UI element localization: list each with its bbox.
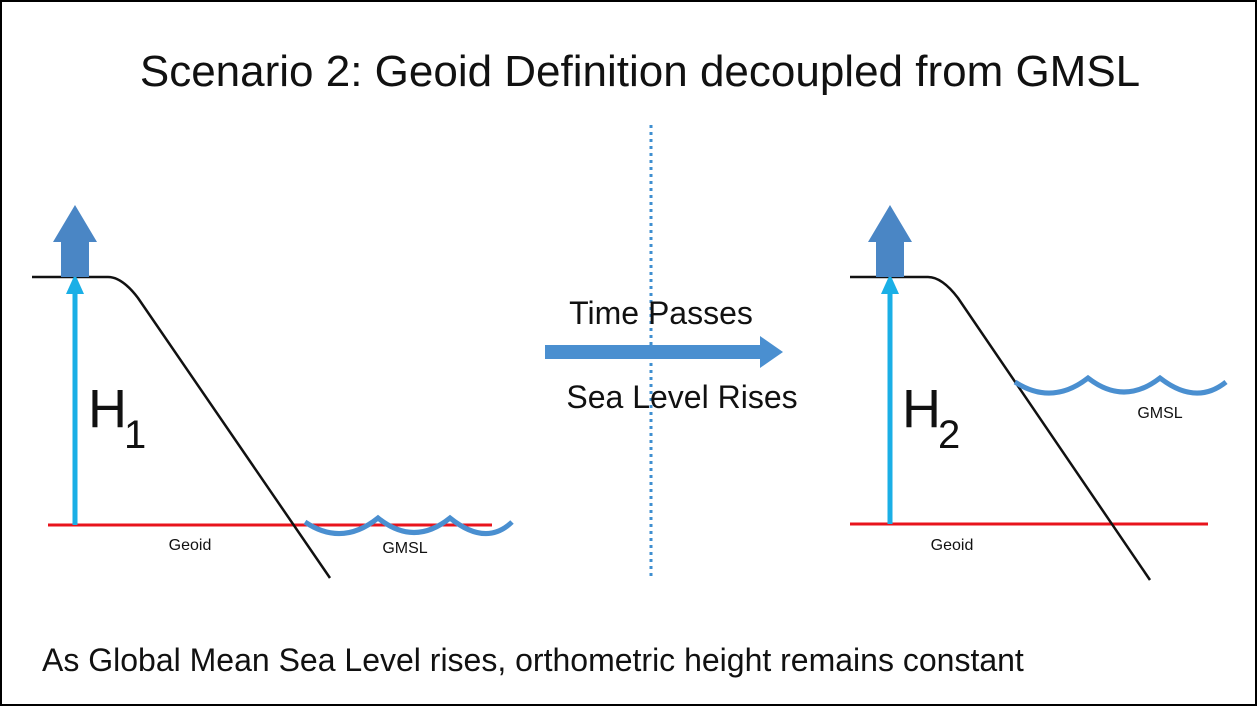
gmsl-label: GMSL [382,540,427,557]
title: Scenario 2: Geoid Definition decoupled f… [140,47,1140,96]
geoid-label: Geoid [931,537,974,554]
right-panel: H 2 Geoid GMSL [850,205,1228,581]
land-profile [850,275,1152,581]
house-icon [53,205,97,277]
time-text: Time Passes [569,295,753,331]
left-panel: H 1 Geoid GMSL [32,205,514,579]
house-icon [868,205,912,277]
height-arrowhead [66,274,84,294]
time-arrow [545,336,783,368]
height-label: H [902,379,941,439]
sea-level-text: Sea Level Rises [566,379,797,415]
caption: As Global Mean Sea Level rises, orthomet… [42,642,1024,678]
gmsl-label: GMSL [1137,405,1182,422]
center-panel: Time Passes Sea Level Rises [545,125,798,578]
height-subscript: 2 [938,413,960,457]
height-arrowhead [881,274,899,294]
sea-waves [303,514,514,537]
height-label: H [88,379,127,439]
sea-waves [1013,374,1228,396]
land-profile [32,275,332,579]
geoid-label: Geoid [169,537,212,554]
height-subscript: 1 [124,413,146,457]
